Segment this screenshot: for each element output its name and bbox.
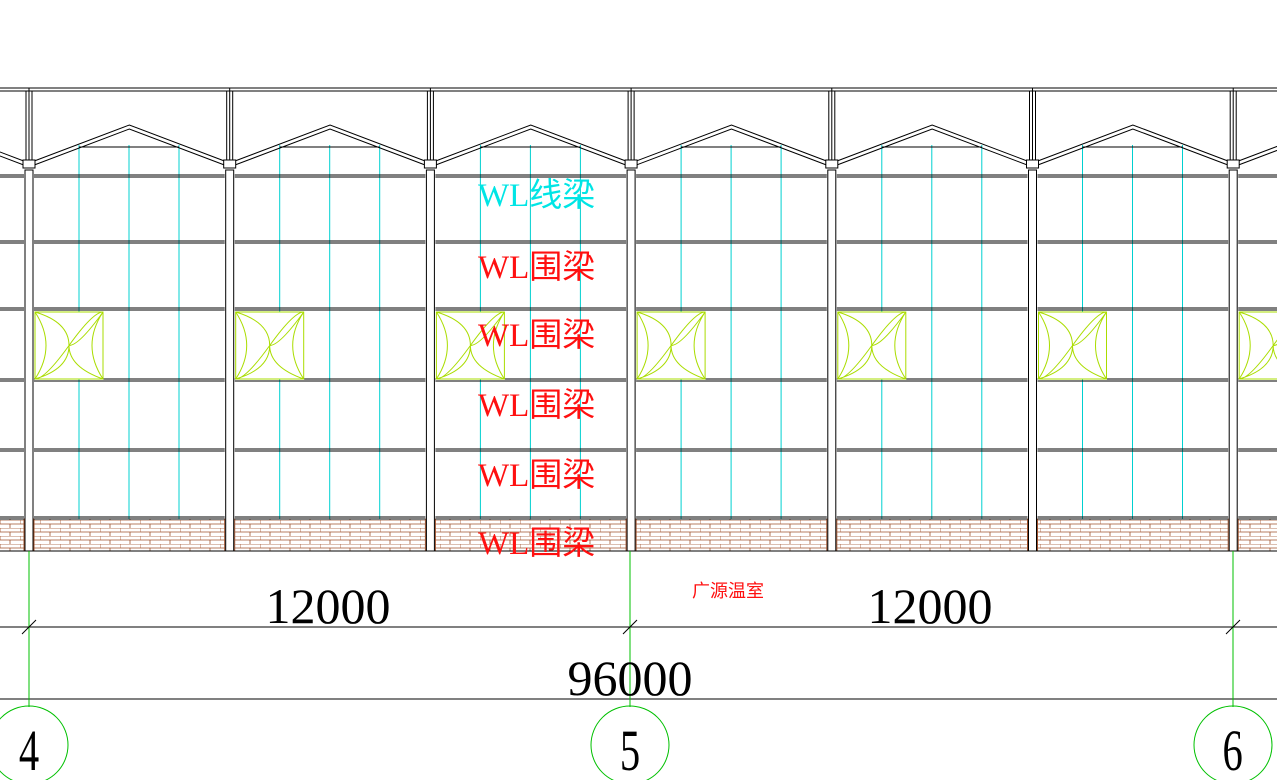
dimension-tick	[21, 619, 37, 635]
column-cap	[1226, 159, 1240, 169]
beam-label: WL围梁	[478, 457, 595, 494]
column	[225, 169, 235, 552]
fan-blades	[837, 311, 907, 380]
gable	[430, 124, 632, 164]
gable	[1032, 124, 1234, 164]
watermark: 广源温室	[692, 581, 764, 602]
dimension: 96000	[568, 650, 693, 706]
brick-wall	[635, 518, 828, 552]
brick-wall	[836, 518, 1028, 552]
beam-label: WL围梁	[478, 317, 595, 354]
column-cap	[22, 159, 36, 169]
gable	[1233, 149, 1277, 168]
gable	[1032, 128, 1234, 168]
beam-label: WL线梁	[478, 177, 595, 214]
axis-bubble	[590, 705, 670, 780]
axis-bubble	[0, 705, 69, 780]
column-cap	[825, 159, 839, 169]
gable	[1233, 145, 1277, 164]
fan-blades	[34, 311, 104, 380]
column-cap	[1026, 159, 1039, 169]
column-cap	[624, 159, 638, 169]
beam-label: WL围梁	[478, 249, 595, 286]
column	[425, 169, 435, 552]
dimension-tick	[622, 619, 638, 635]
fan-blades	[1238, 311, 1277, 380]
labels: WL线梁 WL围梁 WL围梁 WL围梁 WL围梁 WL围梁	[478, 177, 595, 562]
gable	[28, 124, 230, 164]
dimension: 12000	[266, 578, 391, 634]
gable	[229, 128, 431, 168]
fan-blades	[1038, 311, 1107, 380]
axis-label: 4	[19, 718, 39, 780]
gable	[630, 128, 832, 168]
brick-wall	[1037, 518, 1229, 552]
column	[1228, 169, 1238, 552]
dimension-tick	[1225, 619, 1241, 635]
brick-wall	[434, 518, 627, 552]
gable	[430, 128, 632, 168]
column	[24, 169, 34, 552]
brick-wall	[1237, 518, 1277, 552]
gable	[229, 124, 431, 164]
gable	[28, 128, 230, 168]
fan-blades	[235, 311, 305, 380]
brick-wall	[33, 518, 226, 552]
beam-label: WL围梁	[478, 387, 595, 424]
column	[626, 169, 636, 552]
dimension: 12000	[868, 578, 993, 634]
gable	[831, 124, 1033, 164]
column	[1028, 169, 1037, 552]
column	[827, 169, 837, 552]
axis-label: 5	[620, 718, 640, 780]
gable	[630, 124, 832, 164]
axis-bubble	[1193, 705, 1273, 780]
brick-wall	[0, 518, 25, 552]
structure	[0, 87, 1277, 780]
axis-label: 6	[1223, 718, 1243, 780]
column-cap	[423, 159, 437, 169]
gable	[831, 128, 1033, 168]
column-cap	[223, 159, 237, 169]
fan-blades	[636, 311, 706, 380]
beam-label: WL围梁	[478, 525, 595, 562]
brick-wall	[234, 518, 426, 552]
fan-blades	[435, 311, 505, 380]
